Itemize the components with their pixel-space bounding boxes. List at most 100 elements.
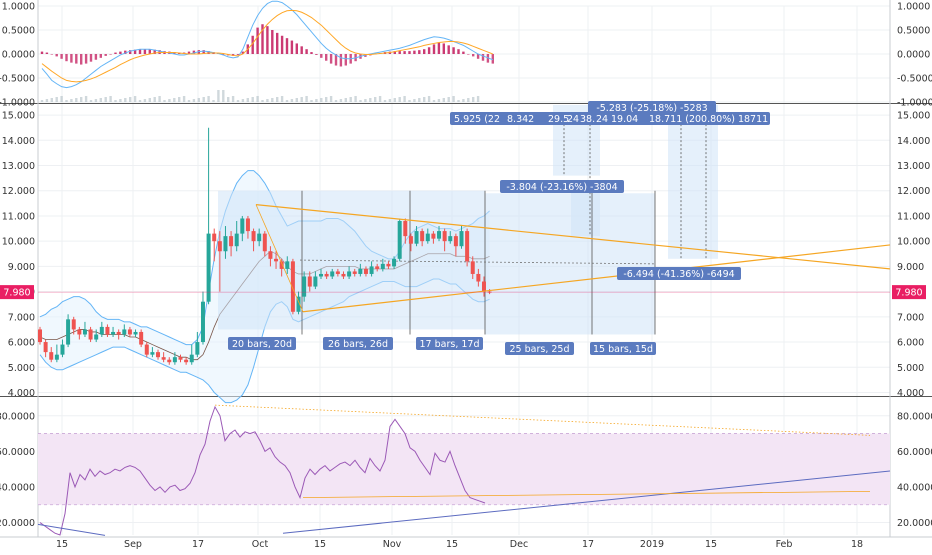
macd-histogram-bar [334,54,338,66]
volume-bar [300,97,303,102]
volume-bar [437,99,441,102]
volume-bar [354,96,357,102]
candle-body [82,329,87,335]
candle-body [257,233,262,242]
candle-body [111,331,116,335]
volume-bar [60,96,63,102]
candle-body [319,273,323,277]
macd-histogram-bar [300,46,303,54]
y-tick-label-left: 80.0000 [0,411,35,422]
y-tick-label-right: 80.0000 [897,411,932,422]
candle-body [127,329,132,335]
y-tick-label-right: 60.0000 [897,447,932,458]
volume-bar [45,99,49,102]
x-tick-label: Nov [383,539,402,550]
macd-histogram-bar [295,43,298,54]
macd-histogram-bar [114,52,117,54]
candle-body [358,268,363,274]
candle-body [425,233,430,242]
candle-body [459,231,464,247]
macd-histogram-bar [442,43,445,54]
measure-label-bg [505,342,574,355]
candle-body [408,236,413,244]
last-price-tag-left-bg [0,285,34,300]
candle-body [54,354,59,360]
volume-bar [75,98,78,102]
x-tick-label: 15 [314,539,326,550]
volume-bar [364,99,367,102]
macd-histogram-bar [256,27,259,54]
volume-bar [138,100,142,102]
macd-histogram-bar [398,51,401,54]
volume-bar [124,98,127,102]
y-tick-label-right: 0.0000 [897,50,930,61]
volume-bar [256,96,259,102]
candle-body [94,334,99,340]
y-tick-label-right: 1.0000 [897,2,930,13]
macd-histogram-bar [222,54,225,55]
macd-histogram-bar [447,45,450,54]
candle-body [290,261,295,312]
macd-histogram-bar [236,54,240,55]
macd-histogram-bar [55,54,58,57]
measure-label: 15 bars, 15d [593,344,653,355]
candle-body [369,266,374,274]
volume-bar [104,97,107,102]
price-change-label: -6.494 (-41.36%) -6494 [623,269,734,280]
volume-bar [236,100,240,102]
volume-bar [329,96,333,102]
candle-body [251,231,256,242]
y-tick-label-right: 6.000 [897,338,924,349]
price-change-label-bg [500,180,624,193]
volume-bar [349,97,352,102]
price-change-label: 8.342 [507,114,534,125]
volume-bar [305,96,308,102]
macd-histogram-bar [202,50,205,54]
candle-body [341,273,346,277]
volume-bar [227,97,230,102]
volume-bar [295,98,298,102]
volume-bar [168,99,171,102]
annotation-labels: 20 bars, 20d 26 bars, 26d 17 bars, 17d 25 b… [228,101,770,355]
y-tick-label-left: 7.000 [8,312,35,323]
macd-histogram-bar [325,54,328,61]
volume-bar [173,98,176,102]
macd-histogram-bar [75,54,78,64]
measure-label: 20 bars, 20d [232,339,292,350]
volume-bar [114,100,117,102]
macd-histogram-bar [89,54,93,62]
macd-histogram-bar [491,54,494,64]
volume-bar [290,99,294,102]
macd-histogram-bar [403,51,406,54]
candle-body [116,331,121,335]
volume-bar [207,96,210,102]
macd-histogram-bar [251,35,254,54]
candle-body [375,266,380,269]
y-tick-label-left: 6.000 [8,338,35,349]
macd-histogram-bar [467,54,470,55]
y-tick-label-left: 40.0000 [0,482,35,493]
candle-body [274,258,279,262]
price-change-label-bg [588,101,716,114]
macd-histogram-bar [339,54,343,67]
candle-body [352,271,357,274]
macd-histogram-bar [124,50,127,54]
x-tick-label: Sep [124,539,142,550]
measure-label: 25 bars, 25d [510,344,570,355]
x-tick-label: 18 [851,539,863,550]
volume-bar [285,100,289,102]
volume-bar [413,99,416,102]
candle-body [217,241,222,252]
macd-histogram-bar [393,51,396,54]
candle-body [200,301,205,343]
candle-body [156,352,161,358]
macd-histogram-bar [241,51,245,54]
candle-body [437,231,442,239]
y-tick-label-right: 7.000 [897,312,924,323]
candle-body [212,233,217,242]
candle-body [229,236,234,247]
rsi-line [39,405,486,536]
volume-bar [383,100,387,102]
